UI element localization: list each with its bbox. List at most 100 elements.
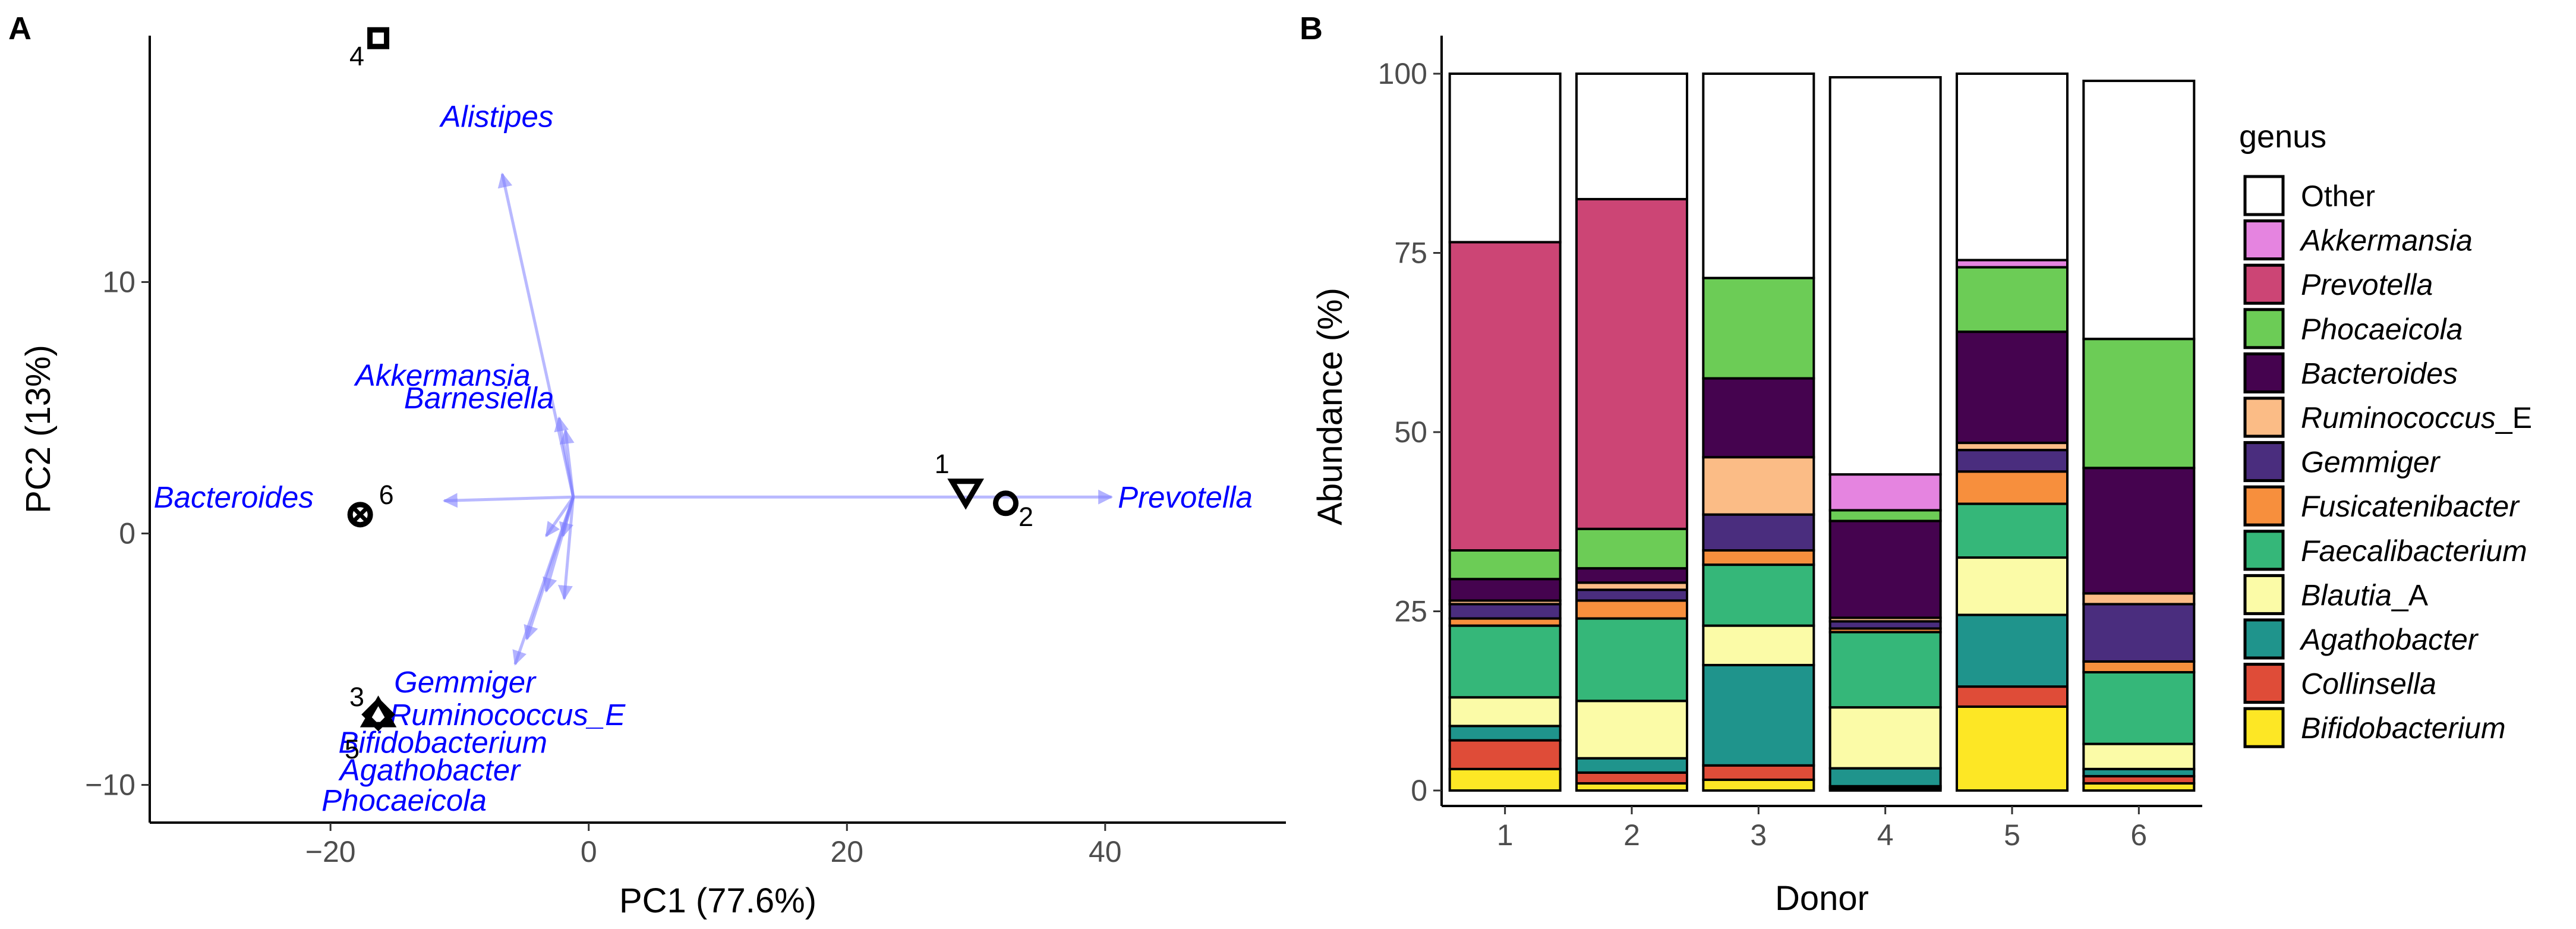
x-axis-title: Donor — [1775, 879, 1869, 918]
loading-arrow — [497, 172, 575, 497]
loading-arrow — [559, 429, 575, 497]
panel-b-label: B — [1300, 11, 1323, 46]
bar-donor-5 — [1956, 73, 2069, 792]
bar-segment-blautia-a — [1448, 696, 1562, 728]
donor-point-4: 4 — [349, 27, 390, 71]
genus-label-prevotella: Prevotella — [1118, 480, 1253, 514]
donor-point-6: 6 — [347, 480, 394, 528]
panel-b-axes — [1440, 36, 2202, 807]
legend-swatch — [2243, 618, 2285, 660]
genus-label-gemmiger: Gemmiger — [394, 665, 537, 699]
legend-swatch — [2243, 663, 2285, 704]
legend-item-other: Other — [2243, 175, 2375, 216]
bar-segment-bacteroides — [1575, 567, 1688, 584]
legend-title: genus — [2239, 119, 2326, 155]
legend-label: Fusicatenibacter — [2301, 490, 2520, 523]
donor-label-3: 3 — [349, 682, 364, 712]
legend-item-collinsella: Collinsella — [2243, 663, 2436, 704]
legend-swatch — [2243, 530, 2285, 571]
y-tick-label: 50 — [1394, 415, 1427, 449]
genus-label-alistipes: Alistipes — [439, 99, 554, 133]
y-axis-title: Abundance (%) — [1311, 288, 1350, 525]
bar-segment-agathobacter — [1448, 725, 1562, 742]
x-tick-label: 4 — [1877, 818, 1894, 852]
bar-segment-other — [1956, 73, 2069, 262]
legend-label: Other — [2301, 179, 2375, 213]
y-tick-label: 10 — [102, 266, 135, 299]
bar-segment-faecalibacterium — [1448, 624, 1562, 699]
legend-label: Collinsella — [2301, 667, 2436, 701]
bar-segment-collinsella — [1448, 739, 1562, 770]
bar-segment-agathobacter — [1702, 663, 1815, 767]
genus-label-agathobacter: Agathobacter — [338, 753, 521, 787]
legend-label: Blautia_A — [2301, 578, 2429, 612]
bar-segment-phocaeicola — [1575, 527, 1688, 570]
legend-swatch — [2243, 175, 2285, 216]
bar-segment-phocaeicola — [1702, 276, 1815, 380]
bar-segment-faecalibacterium — [1956, 502, 2069, 559]
bar-segment-akkermansia — [1828, 473, 1942, 512]
donor-point-2: 2 — [993, 490, 1033, 532]
bar-segment-collinsella — [1575, 771, 1688, 785]
y-tick-label: 100 — [1378, 57, 1427, 90]
legend-item-bifidobacterium: Bifidobacterium — [2243, 707, 2506, 748]
legend-swatch — [2243, 352, 2285, 393]
bar-segment-prevotella — [1575, 198, 1688, 530]
bar-segment-bacteroides — [1956, 330, 2069, 445]
legend-label: Akkermansia — [2299, 224, 2473, 257]
x-tick-label: 20 — [830, 835, 863, 868]
bar-donor-2 — [1575, 73, 1688, 792]
genus-label-akkermansia: Akkermansia — [354, 358, 531, 392]
x-tick-label: 6 — [2130, 818, 2147, 852]
bar-segment-prevotella — [1448, 241, 1562, 552]
x-tick-label: 1 — [1497, 818, 1514, 852]
genus-label-bifidobacterium: Bifidobacterium — [338, 726, 547, 760]
bar-segment-blautia-a — [1828, 706, 1942, 770]
legend-item-agathobacter: Agathobacter — [2243, 618, 2479, 660]
bar-segment-blautia-a — [1702, 624, 1815, 666]
x-tick-label: 3 — [1750, 818, 1767, 852]
bar-segment-faecalibacterium — [1828, 631, 1942, 709]
donor-label-5: 5 — [345, 734, 360, 764]
bar-segment-faecalibacterium — [1702, 563, 1815, 627]
bar-segment-gemmiger — [1702, 513, 1815, 552]
bar-segment-bacteroides — [1828, 519, 1942, 619]
bar-segment-gemmiger — [1575, 588, 1688, 602]
genus-label-ruminococcus-e: Ruminococcus_E — [389, 698, 626, 732]
bar-segment-agathobacter — [1575, 757, 1688, 774]
bar-segment-blautia-a — [1575, 700, 1688, 760]
bar-segment-faecalibacterium — [1575, 617, 1688, 703]
legend-label: Faecalibacterium — [2301, 534, 2527, 568]
y-axis-ticks: 0 25 50 75 100 — [1378, 57, 1442, 807]
legend-item-phocaeicola: Phocaeicola — [2243, 308, 2463, 349]
x-tick-label: 2 — [1623, 818, 1640, 852]
legend: genus Other Akkermansia Prevotella Phocaeic… — [2239, 119, 2532, 748]
bar-segment-agathobacter — [1956, 613, 2069, 688]
bar-segment-phocaeicola — [2082, 338, 2196, 470]
y-tick-label: −10 — [85, 769, 135, 802]
bar-segment-collinsella — [1956, 685, 2069, 708]
donor-points: 1 2 3 4 5 6 — [345, 27, 1033, 764]
x-tick-label: −20 — [305, 835, 356, 868]
legend-swatch — [2243, 219, 2285, 261]
legend-label: Bacteroides — [2301, 357, 2458, 390]
y-tick-label: 75 — [1394, 237, 1427, 270]
bar-segment-agathobacter — [1828, 767, 1942, 788]
bar-segment-gemmiger — [2082, 603, 2196, 663]
bar-segment-blautia-a — [2082, 742, 2196, 770]
bar-segment-fusicatenibacter — [1956, 470, 2069, 505]
bar-donor-6 — [2082, 80, 2196, 792]
bar-segment-phocaeicola — [1448, 549, 1562, 581]
bar-segment-bifidobacterium — [1448, 767, 1562, 792]
donor-label-6: 6 — [379, 480, 394, 510]
panel-a-label: A — [8, 11, 31, 46]
y-tick-label: 0 — [119, 517, 135, 550]
legend-item-faecalibacterium: Faecalibacterium — [2243, 530, 2527, 571]
legend-label: Bifidobacterium — [2301, 711, 2506, 745]
donor-label-2: 2 — [1019, 502, 1033, 532]
bar-segment-bacteroides — [1702, 377, 1815, 459]
